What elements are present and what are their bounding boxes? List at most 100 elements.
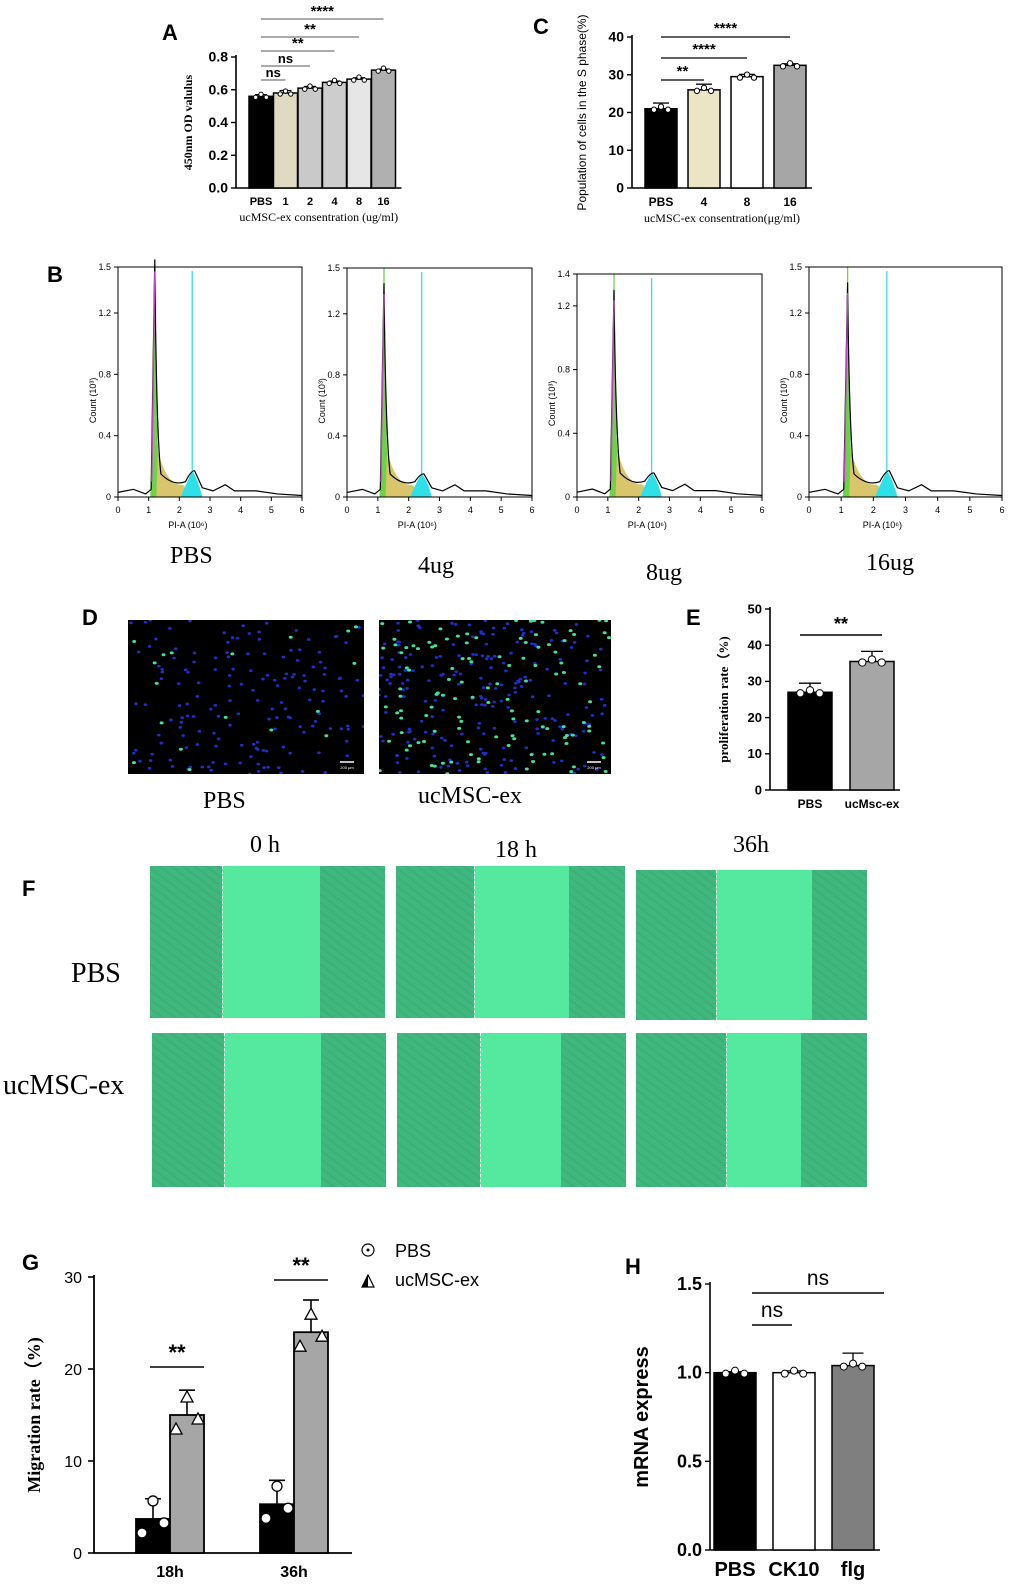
panel-letter-g: G bbox=[22, 1250, 40, 1275]
chart-h: 0.0 0.5 1.0 1.5 PBS CK10 flg mRNA express ns ns bbox=[631, 1267, 884, 1581]
nucleus-blue bbox=[479, 631, 484, 635]
plot-frame bbox=[346, 267, 533, 498]
nucleus-blue bbox=[403, 656, 408, 659]
nucleus-green bbox=[422, 739, 427, 743]
nucleus-green bbox=[569, 770, 574, 774]
significance-label: ** bbox=[834, 614, 848, 634]
nucleus-blue bbox=[191, 715, 196, 718]
nucleus-blue bbox=[558, 725, 562, 729]
nucleus-blue bbox=[499, 763, 504, 767]
nucleus-blue bbox=[357, 626, 361, 629]
y-tick-label: 0.2 bbox=[209, 147, 229, 163]
nucleus-blue bbox=[460, 732, 464, 736]
nucleus-blue bbox=[302, 674, 306, 677]
y-tick-label: 30 bbox=[748, 674, 762, 689]
nucleus-blue bbox=[590, 713, 595, 717]
nucleus-green bbox=[404, 748, 409, 752]
nucleus-blue bbox=[451, 643, 456, 646]
data-point bbox=[796, 689, 805, 698]
nucleus-green bbox=[518, 636, 523, 640]
nucleus-blue bbox=[185, 714, 190, 718]
nucleus-blue bbox=[504, 669, 508, 673]
nucleus-blue bbox=[509, 759, 514, 763]
data-point bbox=[375, 68, 381, 74]
scratch-image-ucmsc-36h bbox=[636, 1033, 867, 1187]
nucleus-blue bbox=[216, 714, 221, 718]
nucleus-blue bbox=[513, 690, 518, 694]
nucleus-blue bbox=[439, 736, 444, 740]
nucleus-blue bbox=[317, 650, 322, 654]
category-label: PBS bbox=[798, 797, 823, 811]
nucleus-blue bbox=[396, 640, 400, 644]
nucleus-blue bbox=[254, 746, 259, 750]
nucleus-blue bbox=[458, 672, 463, 676]
nucleus-blue bbox=[192, 660, 196, 664]
data-point bbox=[380, 65, 387, 71]
nucleus-green bbox=[353, 625, 358, 629]
panel-f-time-0h: 0 h bbox=[250, 832, 280, 858]
nucleus-green bbox=[597, 665, 602, 669]
nucleus-blue bbox=[227, 674, 232, 677]
nucleus-green bbox=[606, 636, 611, 640]
category-label: 16 bbox=[783, 195, 797, 209]
nucleus-blue bbox=[154, 637, 158, 641]
nucleus-green bbox=[178, 747, 183, 751]
flow-plot-4: 0 1 2 3 4 5 6 0 0.4 0.8 1.2 1.5 PI-A (10⁶) Count (10³… bbox=[779, 262, 1005, 530]
nucleus-blue bbox=[267, 717, 271, 721]
nucleus-blue bbox=[355, 678, 360, 682]
category-label: 2 bbox=[307, 196, 313, 208]
nucleus-blue bbox=[483, 620, 488, 622]
nucleus-blue bbox=[453, 622, 458, 626]
nucleus-green bbox=[444, 637, 449, 641]
nucleus-green bbox=[324, 734, 329, 738]
s-phase-area bbox=[615, 449, 648, 497]
nucleus-green bbox=[387, 739, 392, 743]
nucleus-blue bbox=[381, 666, 386, 670]
y-axis-label: 450nm OD valulus bbox=[181, 74, 195, 170]
nucleus-green bbox=[469, 660, 474, 664]
nucleus-blue bbox=[524, 746, 529, 750]
nucleus-green bbox=[485, 686, 490, 690]
nucleus-blue bbox=[430, 746, 435, 750]
y-tick-label: 0.8 bbox=[327, 370, 340, 380]
nucleus-blue bbox=[441, 708, 445, 712]
nucleus-blue bbox=[449, 744, 454, 748]
nucleus-blue bbox=[600, 712, 604, 716]
nucleus-blue bbox=[448, 758, 452, 762]
category-label: 1 bbox=[282, 196, 288, 208]
y-tick-label: 0.8 bbox=[209, 49, 229, 65]
nucleus-blue bbox=[431, 732, 435, 736]
nucleus-blue bbox=[530, 695, 535, 699]
nucleus-green bbox=[545, 727, 550, 731]
y-tick-label: 0 bbox=[73, 1546, 82, 1563]
nucleus-blue bbox=[173, 647, 178, 651]
nucleus-green bbox=[445, 772, 450, 774]
y-tick-label: 20 bbox=[608, 104, 624, 120]
nucleus-green bbox=[476, 760, 481, 764]
nucleus-blue bbox=[379, 693, 381, 697]
nucleus-blue bbox=[345, 754, 349, 758]
nucleus-blue bbox=[515, 640, 519, 644]
nucleus-blue bbox=[592, 751, 596, 754]
x-tick-label: 3 bbox=[207, 505, 212, 515]
scratch-image-pbs-0h bbox=[150, 866, 385, 1018]
nucleus-blue bbox=[457, 769, 462, 772]
flow-plot-2: 0 1 2 3 4 5 6 0 0.4 0.8 1.2 1.5 PI-A (10⁶) Count (10³… bbox=[317, 263, 535, 530]
nucleus-green bbox=[440, 761, 445, 765]
nucleus-blue bbox=[535, 718, 539, 722]
legend-marker-dot bbox=[366, 1248, 370, 1252]
nucleus-green bbox=[553, 650, 558, 654]
nucleus-blue bbox=[516, 679, 520, 683]
nucleus-blue bbox=[600, 753, 604, 757]
y-tick-label: 1.2 bbox=[557, 301, 570, 311]
nucleus-blue bbox=[321, 699, 325, 703]
nucleus-blue bbox=[585, 659, 589, 663]
nucleus-blue bbox=[236, 712, 241, 716]
nucleus-blue bbox=[552, 760, 556, 764]
nucleus-blue bbox=[295, 658, 300, 662]
significance-label: ns bbox=[761, 1299, 783, 1322]
nucleus-blue bbox=[195, 743, 200, 746]
y-tick-label: 20 bbox=[64, 1362, 82, 1379]
y-tick-label: 1.2 bbox=[327, 309, 340, 319]
nucleus-blue bbox=[430, 664, 435, 667]
